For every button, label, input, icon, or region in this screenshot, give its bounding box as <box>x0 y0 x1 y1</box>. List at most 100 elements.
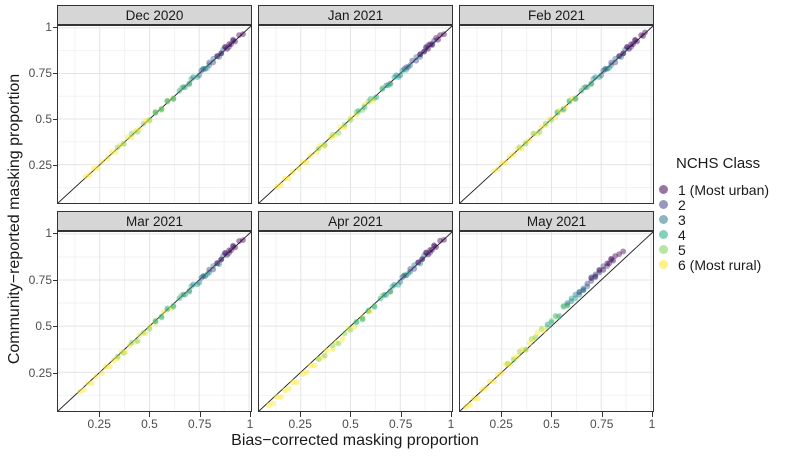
data-point-class-4 <box>204 65 211 71</box>
data-point-class-4 <box>170 303 177 310</box>
data-point-class-2 <box>421 48 427 55</box>
data-point-class-3 <box>216 261 223 267</box>
data-point-class-4 <box>391 74 398 80</box>
data-point-class-3 <box>190 281 197 288</box>
y-tick-mark <box>52 326 57 328</box>
data-point-class-6 <box>522 346 529 353</box>
data-point-class-5 <box>341 121 348 128</box>
facet-panel <box>258 231 453 412</box>
data-point-class-5 <box>353 318 360 325</box>
data-point-class-1 <box>630 41 636 48</box>
data-point-class-5 <box>544 324 551 330</box>
data-point-class-6 <box>106 363 113 370</box>
data-point-class-6 <box>319 354 326 361</box>
data-point-class-6 <box>341 124 348 131</box>
y-axis-tick-label: 1 <box>45 19 52 34</box>
data-point-class-3 <box>220 46 227 53</box>
data-point-class-6 <box>126 342 133 349</box>
data-point-class-6 <box>542 122 549 129</box>
data-point-class-3 <box>210 55 217 62</box>
data-point-class-5 <box>580 85 587 91</box>
data-point-class-6 <box>502 160 509 166</box>
legend-key-dot <box>659 260 668 269</box>
data-point-class-1 <box>441 236 447 243</box>
data-point-class-4 <box>568 295 575 302</box>
data-point-class-1 <box>429 41 435 48</box>
data-point-class-1 <box>604 260 611 267</box>
legend-key-dot <box>659 230 668 239</box>
data-point-class-2 <box>417 51 424 58</box>
data-point-class-2 <box>222 250 229 256</box>
data-point-class-2 <box>218 256 225 263</box>
data-point-class-3 <box>200 273 207 279</box>
data-point-class-4 <box>596 74 603 80</box>
data-point-class-5 <box>554 314 561 320</box>
data-point-class-6 <box>311 362 318 369</box>
data-point-class-6 <box>84 380 91 387</box>
data-point-class-1 <box>421 48 427 55</box>
data-point-class-6 <box>303 369 310 375</box>
data-point-class-1 <box>435 36 441 43</box>
data-point-class-5 <box>114 353 121 360</box>
data-point-class-1 <box>588 275 595 281</box>
data-point-class-6 <box>510 151 517 158</box>
data-point-class-2 <box>624 44 630 50</box>
data-point-class-6 <box>158 106 165 112</box>
facet-panel <box>57 231 252 412</box>
data-point-class-3 <box>588 274 595 281</box>
data-point-class-3 <box>407 62 414 69</box>
data-point-class-6 <box>475 395 481 402</box>
y-tick-mark <box>52 72 57 74</box>
facet-plot-area <box>460 232 653 411</box>
facet-plot-area <box>460 26 653 203</box>
data-point-class-4 <box>176 87 183 94</box>
data-point-class-6 <box>307 362 314 369</box>
data-point-class-5 <box>128 339 135 346</box>
data-point-class-2 <box>419 256 426 262</box>
y-tick-mark <box>52 119 57 121</box>
data-point-class-6 <box>98 159 105 165</box>
data-point-class-6 <box>518 145 525 152</box>
data-point-class-1 <box>228 41 235 48</box>
data-point-class-6 <box>104 155 111 162</box>
data-point-class-3 <box>397 278 404 285</box>
data-point-class-5 <box>178 292 185 299</box>
y-axis-tick-label: 0.25 <box>28 158 52 173</box>
legend-item: 6 (Most rural) <box>655 257 800 273</box>
data-point-class-5 <box>186 81 193 88</box>
data-point-class-6 <box>168 305 175 312</box>
data-point-class-2 <box>411 266 418 272</box>
data-point-class-6 <box>170 96 177 102</box>
data-point-class-4 <box>572 96 579 102</box>
data-point-class-5 <box>359 316 366 323</box>
data-point-class-2 <box>415 259 422 266</box>
data-point-class-1 <box>226 247 233 254</box>
data-point-class-5 <box>134 128 141 135</box>
data-point-class-2 <box>600 67 607 74</box>
x-axis-tick-label: 0.25 <box>288 417 312 431</box>
data-point-class-6 <box>494 166 501 173</box>
data-point-class-2 <box>226 44 233 50</box>
data-point-class-3 <box>403 64 410 70</box>
data-point-class-6 <box>160 309 167 315</box>
data-point-class-2 <box>222 44 229 50</box>
x-tick-mark <box>300 412 302 417</box>
data-point-class-5 <box>365 98 372 105</box>
data-point-class-4 <box>580 287 587 293</box>
data-point-class-4 <box>158 106 165 112</box>
data-point-class-2 <box>616 53 623 59</box>
data-point-class-4 <box>572 295 579 302</box>
legend-item: 3 <box>655 212 800 228</box>
data-point-class-3 <box>220 252 227 259</box>
facet-strip-label: Mar 2021 <box>125 213 184 229</box>
data-point-class-1 <box>610 257 617 264</box>
data-point-class-6 <box>339 336 346 342</box>
data-point-class-2 <box>202 66 209 72</box>
data-point-class-6 <box>486 378 493 385</box>
identity-line <box>460 26 653 203</box>
data-point-class-2 <box>576 289 583 295</box>
data-point-class-3 <box>196 279 203 286</box>
data-point-class-5 <box>329 342 336 349</box>
data-point-class-5 <box>178 85 185 91</box>
data-point-class-6 <box>526 137 533 143</box>
